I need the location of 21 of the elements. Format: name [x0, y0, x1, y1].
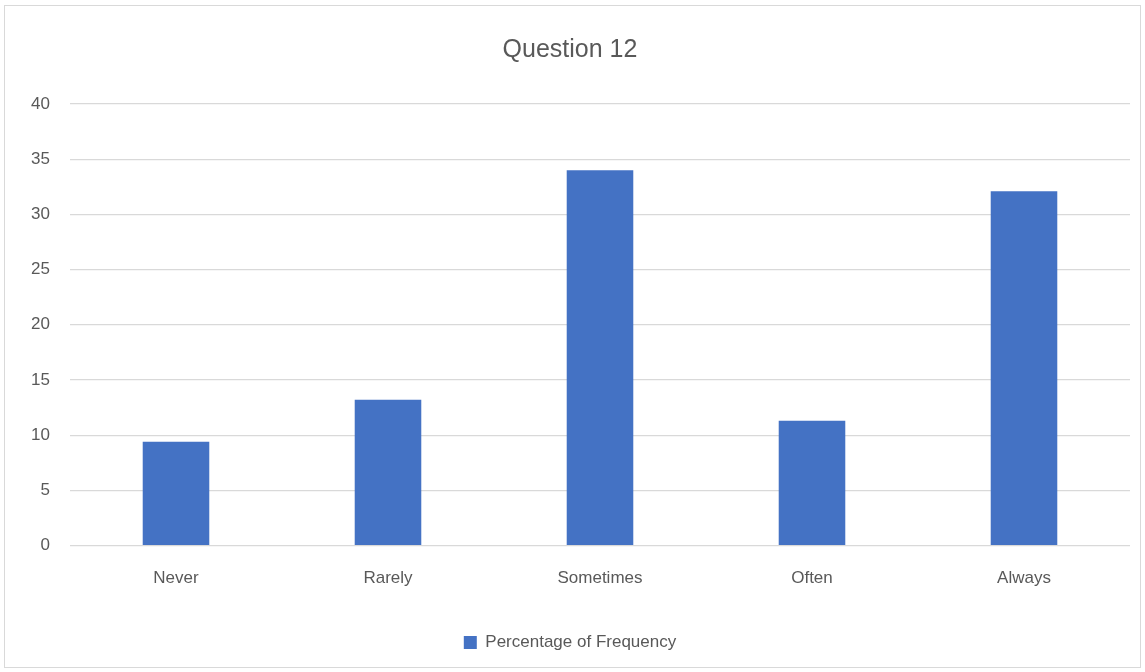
bar	[778, 420, 846, 545]
chart-title: Question 12	[502, 33, 638, 62]
x-tick-label: Rarely	[363, 568, 414, 588]
legend-label: Percentage of Frequency	[485, 632, 677, 652]
y-tick-label: 10	[31, 424, 50, 444]
y-tick-label: 40	[31, 93, 50, 113]
x-tick-label: Often	[791, 568, 833, 588]
bar	[142, 441, 210, 545]
bar	[566, 170, 634, 545]
x-tick-label: Never	[153, 568, 200, 588]
y-tick-label: 20	[31, 314, 50, 334]
y-tick-label: 30	[31, 204, 50, 224]
x-tick-label: Always	[997, 568, 1051, 588]
y-tick-label: 25	[31, 259, 50, 279]
bar	[354, 399, 422, 545]
y-tick-label: 0	[40, 535, 50, 555]
y-tick-label: 35	[31, 148, 50, 168]
bar	[990, 191, 1058, 545]
x-tick-label: Sometimes	[557, 568, 643, 588]
y-tick-label: 5	[40, 480, 50, 500]
y-tick-label: 15	[31, 369, 50, 389]
